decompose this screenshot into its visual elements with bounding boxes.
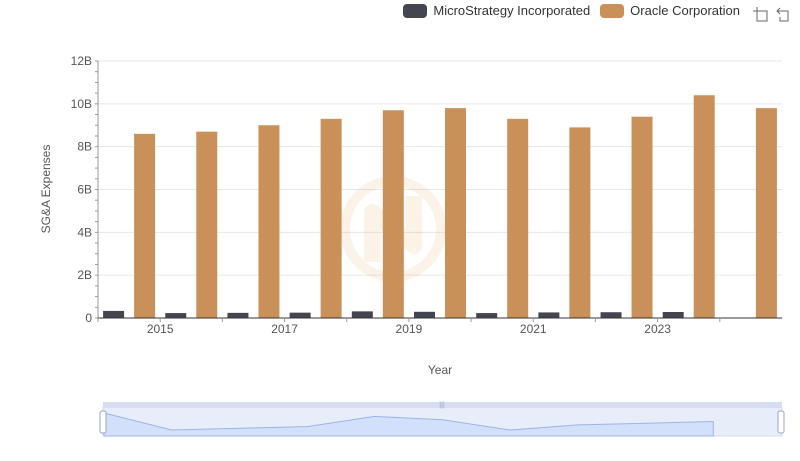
bar-oracle-2015[interactable] xyxy=(196,131,218,318)
zoom-preview-area xyxy=(103,412,714,437)
x-tick-label: 2017 xyxy=(271,322,298,336)
bar-oracle-2024[interactable] xyxy=(755,108,777,318)
bar-microstrategy-2016[interactable] xyxy=(227,312,249,318)
bar-microstrategy-2019[interactable] xyxy=(414,311,435,318)
bar-oracle-2017[interactable] xyxy=(320,118,342,318)
y-tick-label: 0 xyxy=(85,311,92,325)
zoom-icon[interactable] xyxy=(752,6,768,22)
x-tick-label: 2019 xyxy=(396,322,423,336)
bar-microstrategy-2021[interactable] xyxy=(538,312,560,318)
y-tick-label: 4B xyxy=(77,225,92,239)
bar-oracle-2020[interactable] xyxy=(507,118,529,318)
bar-oracle-2022[interactable] xyxy=(631,116,653,318)
x-tick-label: 2021 xyxy=(520,322,547,336)
y-tick-label: 12B xyxy=(71,54,92,68)
toolbox xyxy=(752,6,792,22)
bar-microstrategy-2018[interactable] xyxy=(351,311,373,318)
legend-item-oracle[interactable]: Oracle Corporation xyxy=(600,3,740,18)
x-tick-label: 2023 xyxy=(644,322,671,336)
bar-microstrategy-2023[interactable] xyxy=(662,312,684,318)
bar-microstrategy-2015[interactable] xyxy=(165,313,187,318)
legend: MicroStrategy Incorporated Oracle Corpor… xyxy=(403,3,740,18)
y-tick-label: 2B xyxy=(77,268,92,282)
bar-oracle-2016[interactable] xyxy=(258,125,280,318)
x-axis-label: Year xyxy=(428,363,452,377)
zoom-top-bar[interactable] xyxy=(103,402,782,408)
bar-oracle-2019[interactable] xyxy=(445,108,466,318)
y-axis-label: SG&A Expenses xyxy=(39,145,53,234)
bar-microstrategy-2017[interactable] xyxy=(289,312,311,318)
bar-oracle-2021[interactable] xyxy=(569,127,591,319)
bar-oracle-2014[interactable] xyxy=(134,133,156,318)
legend-label-oracle: Oracle Corporation xyxy=(630,3,740,18)
y-tick-label: 10B xyxy=(71,97,92,111)
legend-swatch-microstrategy xyxy=(403,3,428,18)
bar-oracle-2018[interactable] xyxy=(382,110,404,318)
bar-microstrategy-2014[interactable] xyxy=(103,310,125,318)
bar-oracle-2023[interactable] xyxy=(693,95,715,319)
y-tick-label: 6B xyxy=(77,183,92,197)
data-zoom-slider[interactable]: ||| xyxy=(99,402,785,437)
bar-microstrategy-2020[interactable] xyxy=(476,313,498,318)
bar-microstrategy-2022[interactable] xyxy=(600,312,622,318)
x-tick-label: 2015 xyxy=(147,322,174,336)
zoom-handle-right[interactable] xyxy=(777,410,785,434)
zoom-handle-left[interactable] xyxy=(99,410,107,434)
zoom-grip[interactable]: ||| xyxy=(439,402,445,409)
legend-swatch-oracle xyxy=(600,3,625,18)
restore-icon[interactable] xyxy=(776,6,792,22)
legend-label-microstrategy: MicroStrategy Incorporated xyxy=(433,3,591,18)
legend-item-microstrategy[interactable]: MicroStrategy Incorporated xyxy=(403,3,590,18)
y-tick-label: 8B xyxy=(77,140,92,154)
